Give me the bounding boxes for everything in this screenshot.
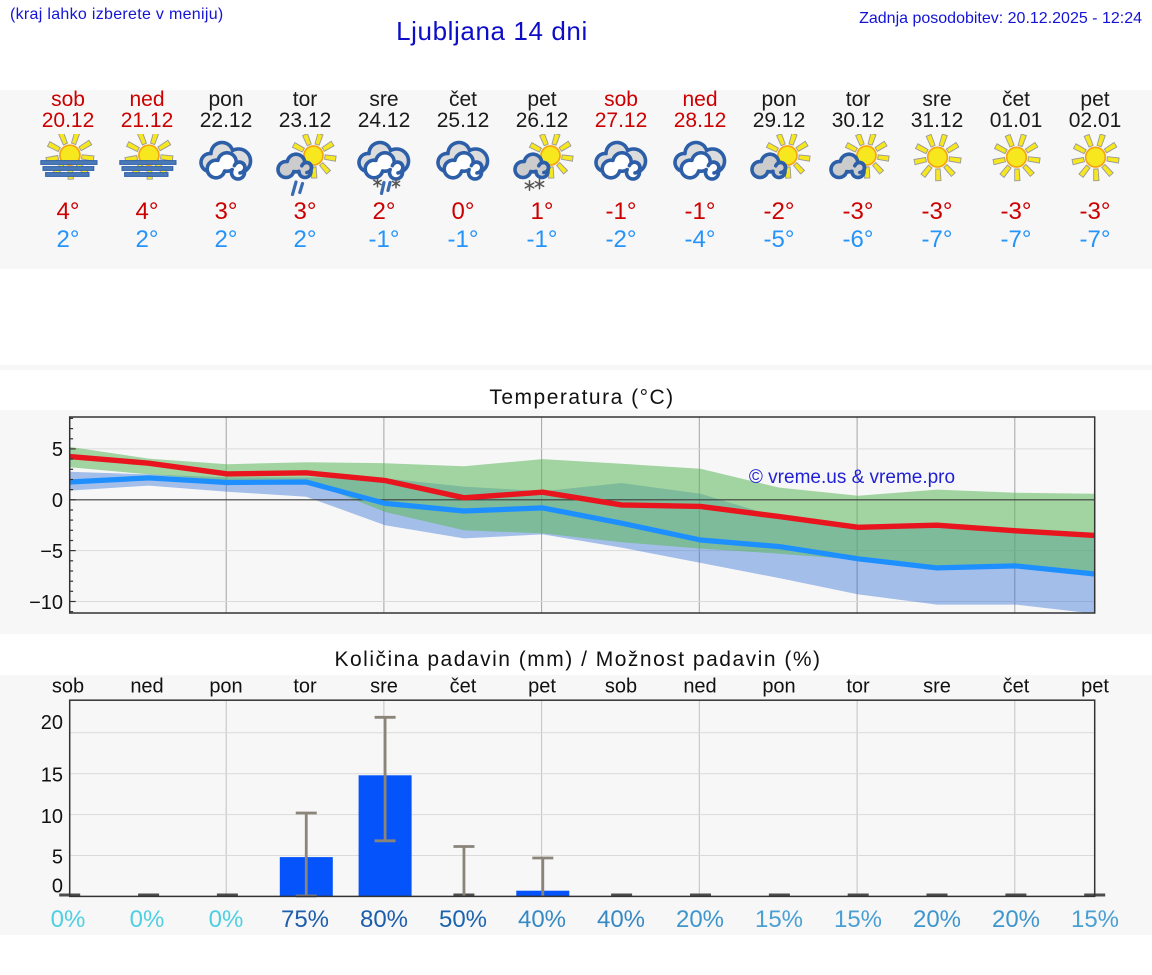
svg-text:15: 15 bbox=[41, 765, 63, 787]
svg-text:sre: sre bbox=[923, 676, 951, 698]
svg-text:0: 0 bbox=[52, 490, 63, 512]
svg-text:pet: pet bbox=[1081, 676, 1109, 698]
svg-text:čet: čet bbox=[1003, 676, 1030, 698]
svg-text:pon: pon bbox=[209, 676, 242, 698]
svg-text:40%: 40% bbox=[597, 906, 645, 933]
svg-text:40%: 40% bbox=[518, 906, 566, 933]
svg-text:čet: čet bbox=[450, 676, 477, 698]
svg-text:ned: ned bbox=[683, 676, 716, 698]
svg-text:15%: 15% bbox=[1071, 906, 1119, 933]
svg-text:75%: 75% bbox=[281, 906, 329, 933]
svg-text:5: 5 bbox=[52, 846, 63, 868]
svg-text:20%: 20% bbox=[992, 906, 1040, 933]
svg-text:50%: 50% bbox=[439, 906, 487, 933]
svg-text:pon: pon bbox=[762, 676, 795, 698]
svg-text:sob: sob bbox=[52, 676, 84, 698]
svg-text:sre: sre bbox=[370, 676, 398, 698]
svg-text:20%: 20% bbox=[676, 906, 724, 933]
svg-text:−5: −5 bbox=[40, 541, 63, 563]
svg-text:tor: tor bbox=[293, 676, 317, 698]
svg-text:tor: tor bbox=[846, 676, 870, 698]
svg-text:20%: 20% bbox=[913, 906, 961, 933]
svg-text:10: 10 bbox=[41, 806, 63, 828]
svg-text:0%: 0% bbox=[51, 906, 86, 933]
svg-text:sob: sob bbox=[605, 676, 637, 698]
svg-text:−10: −10 bbox=[29, 592, 63, 614]
svg-text:0: 0 bbox=[52, 876, 63, 898]
svg-text:© vreme.us & vreme.pro: © vreme.us & vreme.pro bbox=[749, 467, 955, 488]
svg-text:15%: 15% bbox=[755, 906, 803, 933]
svg-text:15%: 15% bbox=[834, 906, 882, 933]
svg-text:80%: 80% bbox=[360, 906, 408, 933]
svg-text:20: 20 bbox=[41, 712, 63, 734]
svg-text:pet: pet bbox=[528, 676, 556, 698]
svg-text:5: 5 bbox=[52, 439, 63, 461]
svg-text:0%: 0% bbox=[209, 906, 244, 933]
svg-text:0%: 0% bbox=[130, 906, 165, 933]
svg-text:ned: ned bbox=[130, 676, 163, 698]
